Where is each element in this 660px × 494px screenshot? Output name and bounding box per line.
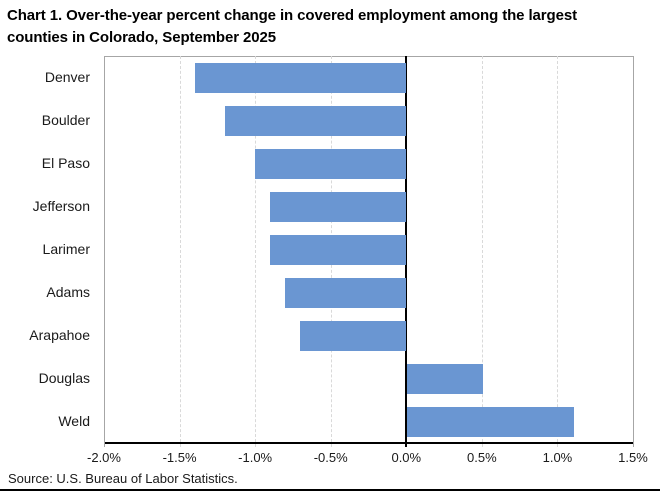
plot-area <box>104 56 634 447</box>
chart-title: Chart 1. Over-the-year percent change in… <box>7 7 577 46</box>
x-axis-line <box>104 442 633 444</box>
gridline <box>557 56 559 447</box>
category-label-jefferson: Jefferson <box>32 198 90 214</box>
bar-jefferson <box>270 191 407 222</box>
x-tick-label: -1.5% <box>162 450 197 465</box>
category-label-douglas: Douglas <box>38 370 90 386</box>
category-label-arapahoe: Arapahoe <box>29 327 90 343</box>
source-note: Source: U.S. Bureau of Labor Statistics. <box>8 471 238 486</box>
zero-axis-line <box>405 56 408 447</box>
bar-weld <box>407 406 574 437</box>
bar-el-paso <box>255 148 407 179</box>
x-tick-label: 0.5% <box>467 450 497 465</box>
x-axis-tick-labels: -2.0% -1.5% -1.0% -0.5% 0.0% 0.5% 1.0% 1.5% <box>87 450 648 468</box>
category-label-larimer: Larimer <box>42 241 90 257</box>
bar-adams <box>285 277 407 308</box>
bar-douglas <box>407 363 483 394</box>
category-label-boulder: Boulder <box>41 112 90 128</box>
x-tick-label: -2.0% <box>87 450 121 465</box>
bar-denver <box>194 62 407 93</box>
gridline <box>255 56 257 447</box>
x-tick-label: 1.0% <box>542 450 573 465</box>
x-tick-label: -0.5% <box>313 450 348 465</box>
category-label-adams: Adams <box>46 284 90 300</box>
category-label-weld: Weld <box>58 413 90 429</box>
x-tick-label: -1.0% <box>238 450 273 465</box>
plot-side-border <box>104 56 105 447</box>
plot-side-border <box>633 56 634 447</box>
bar-boulder <box>224 105 407 136</box>
x-tick-label: 0.0% <box>391 450 422 465</box>
plot-top-border <box>104 56 633 57</box>
x-tick-label: 1.5% <box>618 450 648 465</box>
category-label-el-paso: El Paso <box>41 155 90 171</box>
gridline <box>179 56 181 447</box>
bar-arapahoe <box>300 320 407 351</box>
bar-larimer <box>270 234 407 265</box>
gridline <box>481 56 483 447</box>
category-label-denver: Denver <box>44 69 90 85</box>
category-axis-labels: Denver Boulder El Paso Jefferson Larimer Adam… <box>0 56 90 443</box>
bottom-divider-rule <box>0 489 660 491</box>
